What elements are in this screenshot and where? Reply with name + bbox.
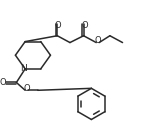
Text: N: N xyxy=(20,64,27,73)
Text: O: O xyxy=(55,21,62,30)
Text: O: O xyxy=(95,36,102,45)
Text: O: O xyxy=(24,84,30,93)
Text: O: O xyxy=(81,21,88,30)
Text: O: O xyxy=(0,78,6,87)
